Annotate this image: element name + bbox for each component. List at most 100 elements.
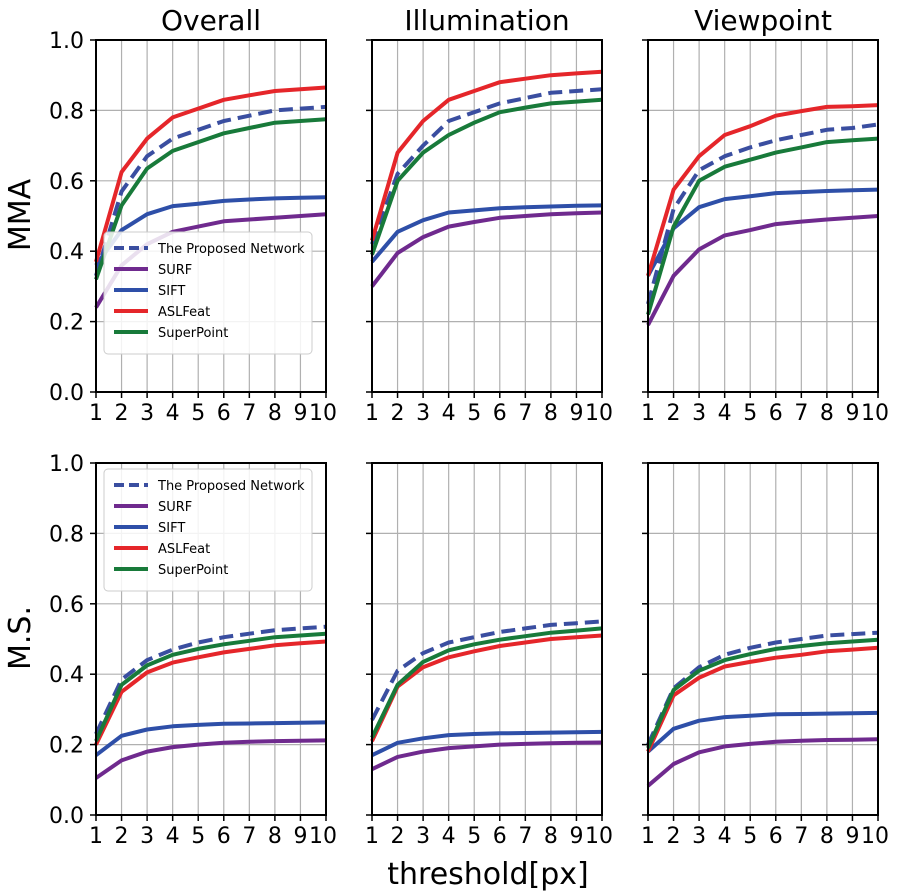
- x-tick-label: 6: [217, 824, 231, 849]
- x-tick-label: 9: [569, 824, 583, 849]
- y-tick-label: 1.0: [49, 452, 84, 477]
- x-tick-label: 5: [743, 824, 757, 849]
- panel-r0-c2: 1 2 3 4 5 6 7 8 9 10 Viewpoint: [641, 4, 889, 426]
- legend-box: [103, 468, 313, 592]
- x-tick-label: 2: [667, 401, 681, 426]
- series-line-aslfeat: [646, 103, 879, 277]
- series-line-aslfeat: [94, 639, 327, 746]
- y-tick-label: 0.0: [49, 381, 84, 406]
- x-tick-label: 8: [268, 401, 282, 426]
- axes-frame: [647, 462, 879, 816]
- panel-r0-c0: 1 2 3 4 5 6 7 8 9 10 0.0 0.2 0.4 0.6 0.8 1.0 Overall The …: [49, 4, 337, 426]
- series-line-superpoint: [646, 136, 879, 316]
- panel-r1-c1: 1 2 3 4 5 6 7 8 9 10: [365, 462, 613, 849]
- x-tick-label: 8: [820, 824, 834, 849]
- panel-title: Illumination: [404, 4, 569, 37]
- series-line-superpoint: [94, 631, 327, 742]
- x-axis-label: threshold[px]: [387, 857, 589, 892]
- axes-frame: [647, 39, 879, 393]
- legend: The Proposed Network SURF SIFT ASLFeat Super…: [103, 231, 313, 355]
- series-line-the-proposed-network: [370, 619, 603, 721]
- x-tick-label: 7: [794, 824, 808, 849]
- panel-r1-c2: 1 2 3 4 5 6 7 8 9 10: [641, 462, 889, 849]
- x-tick-label: 4: [442, 824, 456, 849]
- x-tick-label: 5: [191, 401, 205, 426]
- y-tick-label: 0.2: [49, 311, 84, 336]
- x-tick-label: 6: [493, 401, 507, 426]
- series-line-superpoint: [94, 117, 327, 281]
- axes-frame: [371, 39, 603, 393]
- x-tick-label: 9: [293, 401, 307, 426]
- x-tick-label: 4: [718, 824, 732, 849]
- x-tick-label: 8: [820, 401, 834, 426]
- series-line-surf: [371, 740, 603, 772]
- y-tick-label: 0.8: [49, 522, 84, 547]
- x-tick-label: 6: [769, 401, 783, 426]
- x-tick-label: 2: [115, 824, 129, 849]
- x-tick-label: 10: [585, 401, 613, 426]
- y-axis-label-mma: MMA: [3, 178, 38, 251]
- x-tick-label: 3: [692, 824, 706, 849]
- x-tick-label: 10: [585, 824, 613, 849]
- series-line-sift: [646, 710, 879, 754]
- series-line-surf: [646, 214, 879, 327]
- legend-label: The Proposed Network: [157, 242, 305, 257]
- panel-r1-c0: 1 2 3 4 5 6 7 8 9 10 0.0 0.2 0.4 0.6 0.8 1.0 The Propose…: [49, 452, 337, 849]
- series-line-sift: [371, 729, 603, 757]
- x-tick-label: 1: [641, 401, 655, 426]
- series-line-aslfeat: [370, 633, 603, 742]
- series-line-surf: [370, 210, 603, 288]
- x-tick-label: 6: [217, 401, 231, 426]
- x-tick-label: 10: [309, 824, 337, 849]
- panel-title: Overall: [161, 4, 261, 37]
- x-tick-label: 2: [391, 824, 405, 849]
- series-line-superpoint: [370, 626, 603, 739]
- x-tick-label: 8: [544, 824, 558, 849]
- y-axis-label-ms: M.S.: [3, 606, 38, 670]
- x-tick-label: 2: [667, 824, 681, 849]
- legend-label: ASLFeat: [158, 305, 210, 320]
- x-tick-label: 7: [794, 401, 808, 426]
- x-tick-label: 3: [140, 401, 154, 426]
- series-line-the-proposed-network: [94, 624, 327, 735]
- x-tick-label: 9: [569, 401, 583, 426]
- x-tick-label: 4: [166, 824, 180, 849]
- series-line-aslfeat: [370, 69, 603, 242]
- x-tick-label: 1: [365, 824, 379, 849]
- x-tick-label: 2: [115, 401, 129, 426]
- x-tick-label: 1: [641, 824, 655, 849]
- series-line-surf: [646, 737, 879, 788]
- x-tick-label: 10: [309, 401, 337, 426]
- x-tick-label: 3: [416, 401, 430, 426]
- legend-label: SIFT: [158, 284, 185, 299]
- series-line-superpoint: [646, 637, 879, 749]
- x-tick-label: 5: [467, 401, 481, 426]
- legend-label: SuperPoint: [158, 326, 228, 341]
- x-tick-label: 4: [166, 401, 180, 426]
- y-tick-label: 0.6: [49, 593, 84, 618]
- x-tick-label: 4: [442, 401, 456, 426]
- axes-frame: [95, 39, 327, 393]
- series-line-superpoint: [370, 97, 603, 256]
- series-line-surf: [94, 738, 327, 780]
- x-tick-label: 4: [718, 401, 732, 426]
- x-tick-label: 8: [268, 824, 282, 849]
- x-tick-label: 1: [365, 401, 379, 426]
- x-tick-label: 7: [242, 401, 256, 426]
- legend-label: SIFT: [158, 521, 185, 536]
- x-tick-label: 5: [743, 401, 757, 426]
- y-tick-label: 1.0: [49, 29, 84, 54]
- series-line-sift: [94, 720, 327, 757]
- y-tick-label: 0.4: [49, 240, 84, 265]
- series-line-sift: [94, 195, 327, 267]
- y-tick-label: 0.0: [49, 804, 84, 829]
- x-tick-label: 3: [692, 401, 706, 426]
- series-line-aslfeat: [646, 645, 879, 753]
- x-tick-label: 5: [467, 824, 481, 849]
- series-line-sift: [646, 187, 879, 277]
- x-tick-label: 10: [861, 401, 889, 426]
- series-line-the-proposed-network: [94, 104, 327, 277]
- x-tick-label: 9: [845, 401, 859, 426]
- legend-label: SURF: [158, 500, 192, 515]
